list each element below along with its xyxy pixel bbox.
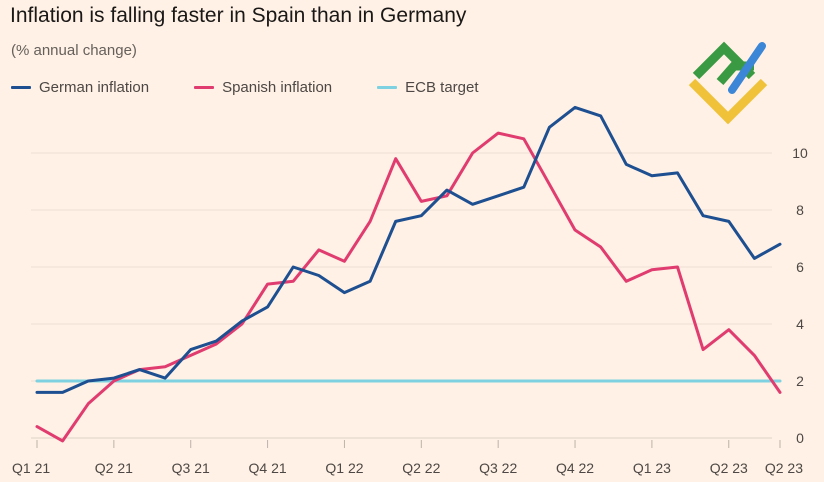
legend-item-german: German inflation <box>11 79 149 96</box>
y-tick-label: 8 <box>796 202 804 218</box>
legend-label-ecb: ECB target <box>405 79 479 96</box>
legend-item-ecb: ECB target <box>377 79 479 96</box>
x-axis-ticks: Q1 21 Q2 21 Q3 21 Q4 21 Q1 22 Q2 22 Q3 22 Q4 22… <box>12 440 803 476</box>
brand-logo <box>686 38 776 135</box>
y-tick-label: 0 <box>796 430 804 446</box>
series-lines <box>35 105 782 443</box>
x-tick-label: Q2 23 <box>710 460 748 476</box>
legend-swatch-ecb <box>377 86 398 89</box>
legend-label-german: German inflation <box>39 79 150 96</box>
x-tick-label: Q3 22 <box>479 460 517 476</box>
y-tick-label: 4 <box>796 316 804 332</box>
y-tick-label: 10 <box>792 145 808 161</box>
series-line-spanish-inflation <box>35 131 782 443</box>
brand-logo-icon <box>688 41 768 125</box>
x-tick-label: Q1 23 <box>633 460 671 476</box>
x-tick-label: Q1 21 <box>12 460 50 476</box>
chart-subtitle: (% annual change) <box>11 42 137 59</box>
legend: German inflation Spanish inflation ECB t… <box>11 79 524 96</box>
y-tick-label: 2 <box>796 373 804 389</box>
x-tick-label: Q2 22 <box>402 460 440 476</box>
legend-swatch-spanish <box>194 86 215 89</box>
x-tick-label: Q4 22 <box>556 460 594 476</box>
gridlines <box>31 152 772 439</box>
x-tick-label: Q4 21 <box>249 460 287 476</box>
x-tick-label: Q2 21 <box>95 460 133 476</box>
legend-label-spanish: Spanish inflation <box>222 79 333 96</box>
chart-title: Inflation is falling faster in Spain tha… <box>10 4 467 27</box>
y-axis-ticks: 0 2 4 6 8 10 <box>792 145 808 446</box>
x-tick-label: Q2 23 <box>765 460 803 476</box>
legend-item-spanish: Spanish inflation <box>194 79 332 96</box>
legend-swatch-german <box>11 86 31 89</box>
y-tick-label: 6 <box>796 259 804 275</box>
x-tick-label: Q1 22 <box>325 460 363 476</box>
x-tick-label: Q3 21 <box>172 460 210 476</box>
series-line-german-inflation <box>35 105 782 394</box>
